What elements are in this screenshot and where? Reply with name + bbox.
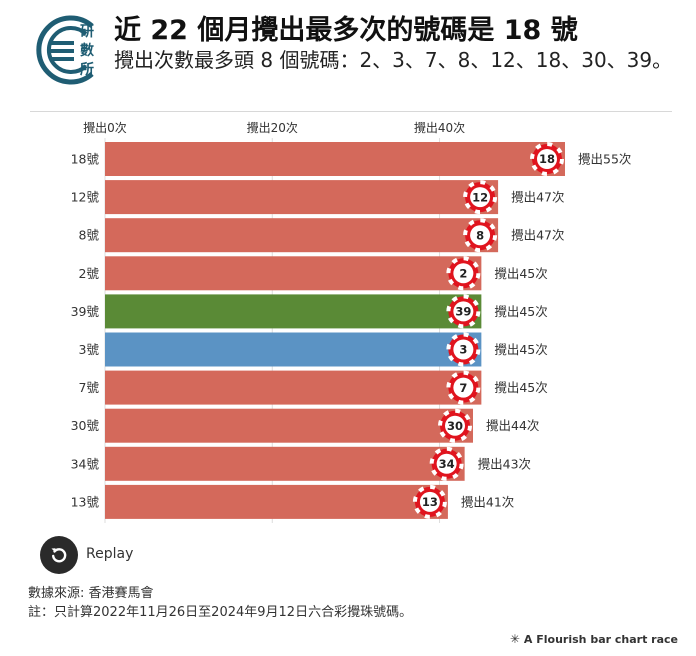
bar: [105, 446, 465, 481]
replay-icon: [51, 548, 67, 563]
ball-number: 7: [459, 381, 467, 395]
ball-stripes: [429, 446, 464, 481]
ball-inner: [453, 263, 474, 284]
ball-icon: 2: [446, 256, 481, 291]
value-label: 攪出41次: [461, 494, 514, 509]
ball-number: 18: [539, 152, 555, 166]
replay-button[interactable]: [40, 536, 78, 574]
value-label: 攪出55次: [578, 152, 631, 167]
bar: [105, 180, 499, 215]
logo-char-2: 數: [80, 42, 94, 59]
flourish-credit-label: A Flourish bar chart race: [523, 633, 678, 646]
ball-number: 30: [447, 419, 463, 433]
ball-number: 34: [439, 457, 455, 471]
ball-number: 39: [455, 305, 471, 319]
ball-icon: 39: [446, 294, 481, 329]
value-label: 攪出44次: [486, 418, 539, 433]
ball-stripes: [438, 408, 472, 443]
category-label: 30號: [71, 418, 100, 433]
bar: [105, 484, 448, 519]
logo-char-3: 所: [80, 61, 94, 78]
category-label: 18號: [71, 152, 100, 167]
x-tick-label-20: 攪出20次: [247, 121, 298, 135]
bar-chart: 攪出0次 攪出20次 攪出40次 18號 18 攪出55次 12號 12 攪出47次 8號 8 攪出4…: [71, 121, 631, 523]
source-note: 數據來源: 香港賽馬會: [28, 586, 154, 601]
ball-inner: [453, 377, 474, 398]
bar: [105, 370, 482, 405]
ball-inner: [453, 301, 474, 322]
ball-inner: [436, 453, 457, 474]
ball-number: 13: [422, 495, 438, 509]
bar: [105, 256, 482, 291]
chart-title: 近 22 個月攪出最多次的號碼是 18 號: [114, 15, 578, 46]
category-label: 8號: [79, 228, 100, 243]
ball-icon: 13: [412, 484, 447, 519]
flourish-credit[interactable]: ✳ A Flourish bar chart race: [510, 632, 678, 646]
bar: [105, 332, 482, 367]
ball-icon: 18: [530, 142, 564, 176]
ball-icon: 12: [463, 180, 498, 215]
ball-icon: 34: [429, 446, 464, 481]
footnote: 註：只計算2022年11月26日至2024年9月12日六合彩攪珠號碼。: [28, 605, 413, 620]
ball-number: 2: [459, 267, 467, 281]
category-label: 2號: [79, 266, 100, 281]
replay-label[interactable]: Replay: [86, 546, 134, 562]
category-label: 3號: [79, 342, 100, 357]
flourish-icon: ✳: [509, 632, 520, 646]
ball-inner: [537, 149, 557, 169]
ball-icon: 30: [438, 408, 472, 443]
ball-icon: 3: [446, 332, 481, 367]
ball-inner: [453, 339, 474, 360]
header-divider: [30, 111, 672, 112]
bar: [105, 142, 565, 176]
logo-char-1: 研: [80, 24, 94, 40]
bar: [105, 294, 482, 329]
logo: 研 數 所: [36, 15, 94, 85]
ball-inner: [445, 415, 465, 436]
ball-number: 3: [459, 343, 467, 357]
ball-stripes: [463, 180, 498, 215]
ball-stripes: [446, 370, 481, 405]
value-label: 攪出45次: [494, 266, 547, 281]
value-label: 攪出47次: [511, 190, 564, 205]
category-label: 12號: [71, 190, 100, 205]
ball-inner: [419, 491, 440, 512]
bar: [105, 408, 473, 443]
ball-inner: [470, 225, 491, 246]
ball-stripes: [463, 218, 498, 253]
ball-number: 12: [472, 190, 488, 204]
category-label: 39號: [71, 304, 100, 319]
ball-icon: 7: [446, 370, 481, 405]
ball-stripes: [446, 332, 481, 367]
value-label: 攪出45次: [494, 304, 547, 319]
x-tick-label-40: 攪出40次: [414, 121, 465, 135]
value-label: 攪出47次: [511, 228, 564, 243]
chart-subtitle: 攪出次數最多頭 8 個號碼：2、3、7、8、12、18、30、39。: [114, 48, 673, 72]
value-label: 攪出43次: [478, 456, 531, 471]
x-tick-label-0: 攪出0次: [83, 121, 127, 135]
value-label: 攪出45次: [494, 342, 547, 357]
ball-stripes: [412, 484, 447, 519]
value-label: 攪出45次: [494, 380, 547, 395]
bar: [105, 218, 499, 253]
ball-icon: 8: [463, 218, 498, 253]
ball-number: 8: [476, 228, 484, 242]
category-label: 13號: [71, 494, 100, 509]
category-label: 7號: [79, 380, 100, 395]
ball-stripes: [530, 142, 564, 176]
ball-inner: [470, 187, 491, 208]
category-label: 34號: [71, 456, 100, 471]
ball-stripes: [446, 294, 481, 329]
